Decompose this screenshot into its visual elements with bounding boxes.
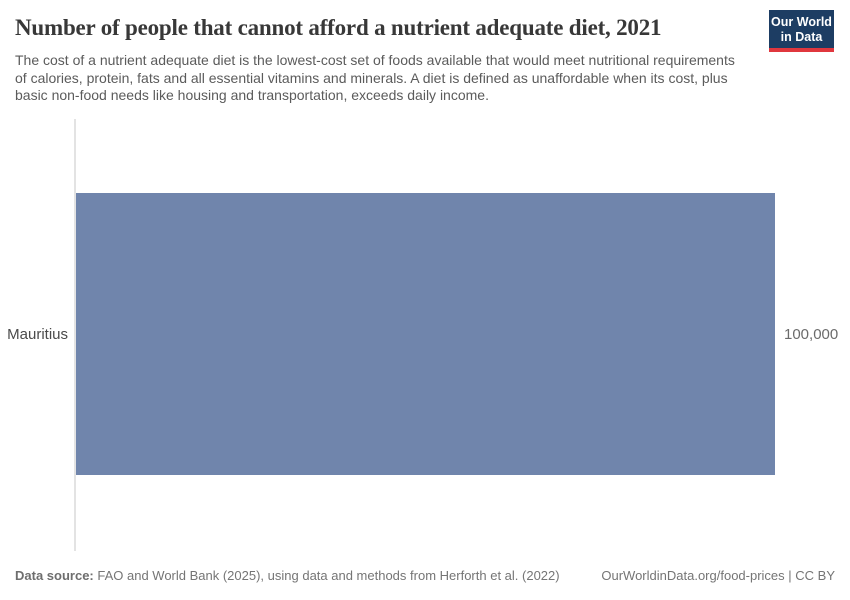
owid-logo-line1: Our World: [771, 15, 832, 29]
footer: Data source: FAO and World Bank (2025), …: [15, 568, 835, 584]
value-label-mauritius: 100,000: [784, 325, 839, 343]
plot-area: [76, 193, 775, 475]
data-source: Data source: FAO and World Bank (2025), …: [15, 568, 560, 584]
chart-subtitle: The cost of a nutrient adequate diet is …: [15, 52, 735, 103]
entity-label-mauritius: Mauritius: [7, 325, 68, 343]
bar-mauritius[interactable]: [76, 193, 775, 475]
data-source-label: Data source:: [15, 568, 94, 583]
y-axis-line: [74, 119, 76, 551]
chart-title: Number of people that cannot afford a nu…: [15, 15, 662, 40]
owid-logo-line2: in Data: [780, 29, 823, 44]
data-source-text: FAO and World Bank (2025), using data an…: [93, 568, 560, 583]
owid-logo[interactable]: Our World in Data: [769, 10, 834, 52]
footer-link[interactable]: OurWorldinData.org/food-prices | CC BY: [601, 568, 835, 583]
